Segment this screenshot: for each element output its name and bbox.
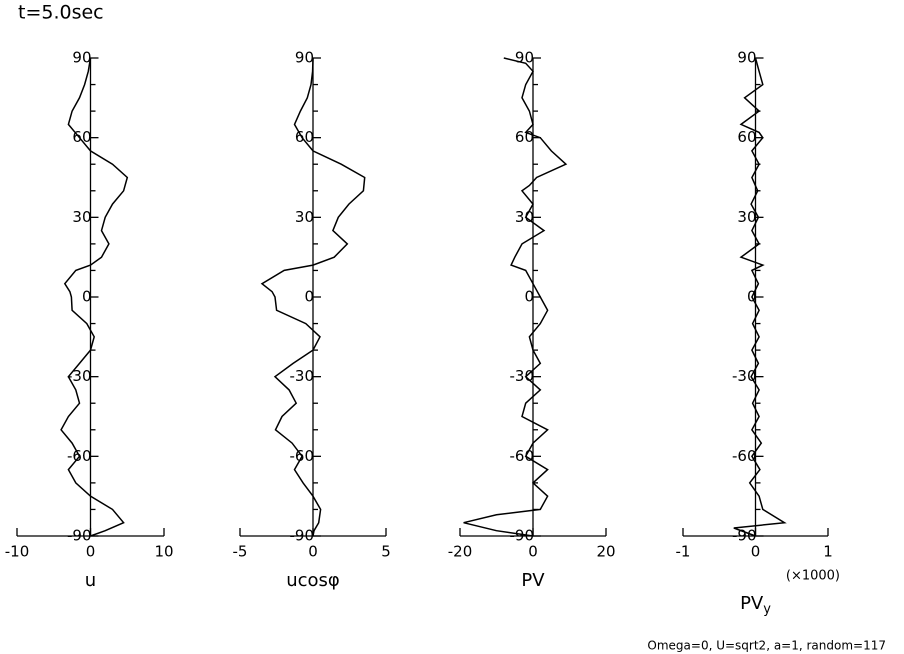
x-tick-label: -5 (233, 543, 248, 561)
y-tick-label: 30 (737, 208, 756, 226)
profile-line (733, 57, 787, 537)
y-tick-label: 0 (304, 288, 314, 306)
y-tick-label: -60 (732, 447, 757, 465)
y-tick-label: 90 (295, 49, 314, 67)
x-tick-label: 10 (154, 543, 173, 561)
x-tick-label: 0 (308, 543, 318, 561)
x-tick-label: 0 (751, 543, 761, 561)
footer: Omega=0, U=sqrt2, a=1, random=117 (647, 639, 886, 653)
x-tick-label: -10 (5, 543, 30, 561)
y-tick-label: -30 (732, 367, 757, 385)
x-tick-label: 20 (596, 543, 615, 561)
y-tick-label: 90 (737, 49, 756, 67)
x-tick-label: 0 (528, 543, 538, 561)
y-tick-label: 90 (72, 49, 91, 67)
y-tick-label: 90 (515, 49, 534, 67)
x-axis-label: PVy (740, 593, 771, 617)
x-tick-label: 0 (86, 543, 96, 561)
x-axis-label: PV (521, 570, 545, 591)
y-tick-label: 30 (295, 208, 314, 226)
y-tick-label: 0 (524, 288, 534, 306)
profile-line (463, 57, 568, 537)
y-tick-label: 0 (82, 288, 92, 306)
y-tick-label: -90 (67, 527, 92, 545)
y-tick-label: 60 (72, 128, 91, 146)
x-tick-label: 5 (381, 543, 391, 561)
y-tick-label: -90 (732, 527, 757, 545)
y-tick-label: -60 (510, 447, 535, 465)
y-tick-label: -30 (290, 367, 315, 385)
title: t=5.0sec (18, 2, 104, 24)
scale-note: (×1000) (786, 569, 840, 584)
x-tick-label: 1 (823, 543, 833, 561)
profile-line (260, 57, 366, 537)
y-tick-label: -30 (510, 367, 535, 385)
y-tick-label: 30 (72, 208, 91, 226)
x-axis-label: ucosφ (286, 570, 340, 591)
y-tick-label: -90 (290, 527, 315, 545)
y-tick-label: -30 (67, 367, 92, 385)
profile-line (60, 57, 129, 537)
x-axis-label: u (85, 570, 96, 591)
y-tick-label: -90 (510, 527, 535, 545)
x-tick-label: -20 (448, 543, 473, 561)
x-axis-label-main: PV (740, 593, 764, 614)
y-tick-label: 60 (737, 128, 756, 146)
y-tick-label: 60 (515, 128, 534, 146)
x-tick-label: -1 (676, 543, 691, 561)
x-axis-label-sub: y (763, 602, 771, 617)
y-tick-label: 30 (515, 208, 534, 226)
